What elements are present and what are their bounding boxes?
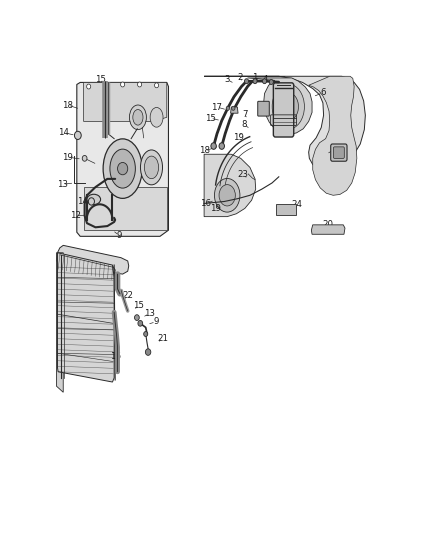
Text: 19: 19	[62, 152, 73, 161]
Circle shape	[74, 131, 81, 140]
Polygon shape	[230, 107, 238, 113]
Circle shape	[120, 82, 125, 87]
Circle shape	[138, 82, 141, 87]
Text: 18: 18	[199, 147, 210, 156]
Circle shape	[104, 83, 108, 88]
Text: 22: 22	[122, 292, 133, 300]
Ellipse shape	[141, 150, 162, 185]
Text: 9: 9	[117, 231, 122, 240]
Ellipse shape	[150, 108, 163, 127]
Circle shape	[232, 106, 235, 110]
Text: 5: 5	[330, 146, 336, 155]
Text: 3: 3	[224, 75, 230, 84]
Text: 19: 19	[209, 204, 220, 213]
Polygon shape	[204, 76, 365, 170]
Text: 14: 14	[58, 128, 69, 137]
Text: 21: 21	[157, 334, 168, 343]
FancyBboxPatch shape	[273, 83, 294, 137]
Polygon shape	[57, 253, 114, 382]
Ellipse shape	[110, 149, 135, 188]
Circle shape	[145, 349, 151, 356]
Circle shape	[88, 198, 95, 205]
Polygon shape	[84, 83, 167, 122]
Text: 13: 13	[57, 180, 68, 189]
Text: 24: 24	[291, 200, 302, 209]
Text: 17: 17	[212, 102, 223, 111]
Text: 2: 2	[237, 72, 243, 82]
FancyBboxPatch shape	[331, 144, 347, 161]
Polygon shape	[57, 255, 115, 279]
Polygon shape	[311, 225, 345, 235]
Polygon shape	[77, 83, 169, 236]
Ellipse shape	[278, 93, 298, 120]
Circle shape	[269, 79, 273, 84]
Text: 12: 12	[70, 211, 81, 220]
Text: 15: 15	[95, 75, 106, 84]
Circle shape	[226, 106, 230, 110]
Polygon shape	[57, 245, 129, 274]
Text: 16: 16	[200, 199, 211, 208]
Circle shape	[219, 143, 224, 149]
Ellipse shape	[145, 156, 159, 179]
Circle shape	[144, 332, 148, 336]
Circle shape	[82, 156, 87, 161]
Text: 1: 1	[252, 72, 258, 82]
Circle shape	[262, 79, 267, 84]
Ellipse shape	[215, 179, 240, 212]
Circle shape	[138, 320, 143, 326]
Circle shape	[244, 79, 249, 84]
Circle shape	[211, 143, 216, 149]
Polygon shape	[84, 187, 167, 230]
Text: 15: 15	[134, 301, 145, 310]
Text: 9: 9	[153, 317, 159, 326]
Ellipse shape	[219, 184, 235, 206]
Polygon shape	[247, 78, 312, 134]
Circle shape	[134, 314, 139, 320]
Circle shape	[87, 84, 91, 89]
Circle shape	[155, 83, 159, 88]
Text: 15: 15	[205, 114, 216, 123]
Polygon shape	[309, 76, 357, 195]
Polygon shape	[57, 253, 63, 392]
Text: 4: 4	[262, 75, 268, 84]
FancyBboxPatch shape	[333, 147, 344, 158]
Polygon shape	[204, 154, 256, 216]
Text: 7: 7	[242, 109, 247, 118]
Ellipse shape	[103, 139, 142, 198]
Ellipse shape	[87, 194, 101, 205]
Ellipse shape	[129, 105, 146, 130]
Circle shape	[253, 79, 257, 84]
Text: 23: 23	[238, 170, 249, 179]
Ellipse shape	[272, 84, 304, 129]
FancyBboxPatch shape	[258, 101, 269, 116]
Text: 14: 14	[77, 197, 88, 206]
Text: 16: 16	[110, 352, 121, 361]
Ellipse shape	[133, 109, 143, 125]
Text: 18: 18	[62, 101, 73, 109]
Text: 8: 8	[241, 120, 247, 129]
Circle shape	[117, 163, 128, 175]
Text: 13: 13	[144, 309, 155, 318]
Text: 19: 19	[233, 133, 244, 142]
Text: 6: 6	[320, 88, 326, 97]
Text: 20: 20	[322, 220, 333, 229]
FancyBboxPatch shape	[276, 204, 297, 215]
